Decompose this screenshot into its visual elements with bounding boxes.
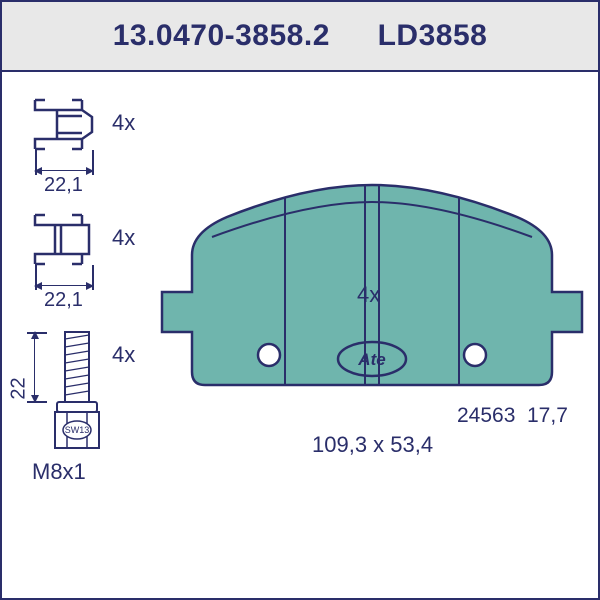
brake-pad-thickness: 17,7	[527, 404, 568, 428]
clip-top-drawing	[27, 92, 102, 157]
bolt-hex-spec: SW13	[65, 425, 90, 435]
clip-top-dim-arrow	[35, 170, 93, 171]
bolt-length: 22	[8, 377, 31, 399]
brake-pad-qty: 4x	[357, 282, 380, 308]
brand-logo-text: Ate	[357, 350, 385, 369]
part-code: LD3858	[378, 19, 488, 52]
clip-bottom-qty: 4x	[112, 225, 135, 251]
bolt-drawing: SW13	[47, 327, 107, 457]
header-text: 13.0470-3858.2 LD3858	[113, 19, 488, 53]
brake-pad-wva: 24563	[457, 404, 515, 428]
bolt-qty: 4x	[112, 342, 135, 368]
bolt-thread: M8x1	[32, 459, 86, 485]
clip-bottom-dim-arrow	[35, 285, 93, 286]
diagram-frame: 13.0470-3858.2 LD3858 4x 22,1 4x 22,1	[0, 0, 600, 600]
part-number: 13.0470-3858.2	[113, 19, 330, 52]
clip-bottom-width: 22,1	[44, 289, 83, 312]
clip-top-qty: 4x	[112, 110, 135, 136]
bolt-dim-arrow	[34, 332, 35, 402]
clip-bottom-drawing	[27, 207, 102, 272]
clip-top-width: 22,1	[44, 174, 83, 197]
brake-pad-size: 109,3 x 53,4	[312, 432, 433, 458]
header-bar: 13.0470-3858.2 LD3858	[2, 2, 598, 72]
